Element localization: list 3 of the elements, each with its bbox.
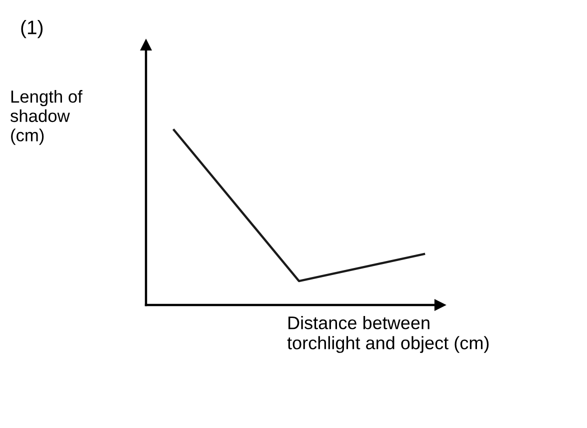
y-axis-title: Length of shadow (cm)	[10, 90, 82, 145]
x-axis-title: Distance between torchlight and object (cm)	[287, 316, 489, 353]
text: (1)	[21, 20, 43, 38]
